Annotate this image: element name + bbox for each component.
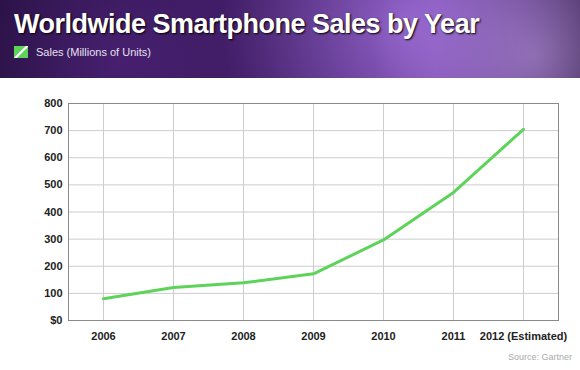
svg-text:2011: 2011: [442, 330, 466, 342]
svg-text:2007: 2007: [161, 330, 185, 342]
svg-text:2012 (Estimated): 2012 (Estimated): [480, 330, 568, 342]
svg-text:700: 700: [44, 124, 62, 136]
svg-text:$0: $0: [50, 314, 62, 326]
html-text:Worldwide Smartphone Sales by: Worldwide Smartphone Sales by Year: [14, 9, 480, 39]
svg-text:300: 300: [44, 233, 62, 245]
svg-text:400: 400: [44, 206, 62, 218]
svg-text:200: 200: [44, 260, 62, 272]
html-text:Source: Gartner: Source: Gartner: [508, 352, 572, 362]
svg-text:600: 600: [44, 151, 62, 163]
svg-text:2009: 2009: [301, 330, 325, 342]
svg-text:2010: 2010: [371, 330, 395, 342]
svg-text:500: 500: [44, 178, 62, 190]
svg-text:800: 800: [44, 97, 62, 109]
html-text:Sales (Millions of Units): Sales (Millions of Units): [36, 46, 151, 58]
svg-text:2006: 2006: [91, 330, 115, 342]
svg-text:2008: 2008: [231, 330, 255, 342]
svg-text:100: 100: [44, 287, 62, 299]
